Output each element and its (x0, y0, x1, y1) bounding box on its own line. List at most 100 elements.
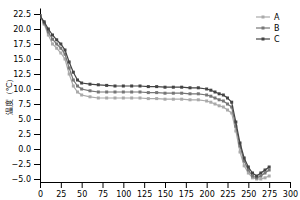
series-marker (130, 91, 133, 94)
x-tick: 125 (137, 182, 152, 199)
y-tick-label: 20.0 (13, 25, 31, 34)
series-marker (230, 101, 233, 104)
series-marker (114, 97, 117, 100)
y-axis-title: 温度（℃） (5, 75, 14, 116)
series-marker (264, 169, 267, 172)
series-marker (218, 92, 221, 95)
x-tick: 275 (262, 182, 277, 199)
series-marker (59, 52, 62, 55)
series-marker (205, 94, 208, 97)
y-tick: 7.5 (18, 100, 40, 109)
series-marker (105, 84, 108, 87)
series-marker (80, 94, 83, 97)
series-marker (72, 79, 75, 82)
series-marker (226, 109, 229, 112)
y-tick-mark (34, 44, 40, 45)
legend-item: A (256, 13, 280, 22)
y-tick: −5.0 (12, 175, 40, 184)
y-tick-label: 5.0 (18, 115, 31, 124)
x-tick-label: 125 (137, 190, 152, 199)
series-marker (64, 49, 67, 52)
y-tick-mark (34, 134, 40, 135)
series-marker (76, 91, 79, 94)
series-marker (209, 101, 212, 104)
series-marker (40, 14, 42, 17)
series-line (40, 16, 269, 179)
y-tick-mark (34, 59, 40, 60)
x-tick-mark (269, 182, 270, 188)
series-marker (197, 92, 200, 95)
series-marker (51, 34, 54, 37)
x-tick-label: 75 (98, 190, 108, 199)
series-marker (209, 95, 212, 98)
legend-marker (262, 27, 265, 30)
series-marker (264, 176, 267, 179)
y-tick: 10.0 (13, 85, 40, 94)
x-tick-mark (40, 182, 41, 188)
y-tick-label: 22.5 (13, 10, 31, 19)
series-marker (214, 91, 217, 94)
series-marker (247, 166, 250, 169)
series-marker (68, 73, 71, 76)
series-marker (97, 83, 100, 86)
series-marker (205, 88, 208, 91)
x-tick-mark (290, 182, 291, 188)
series (40, 14, 271, 177)
y-tick: −2.5 (12, 160, 40, 169)
legend-swatch (256, 16, 270, 17)
series-marker (226, 97, 229, 100)
series-marker (130, 97, 133, 100)
y-tick-mark (34, 14, 40, 15)
series-marker (251, 175, 254, 178)
plot-area (40, 14, 271, 180)
y-tick-label: 15.0 (13, 55, 31, 64)
series-marker (218, 98, 221, 101)
series-marker (189, 86, 192, 89)
series-marker (139, 85, 142, 88)
y-tick-label: 0.0 (18, 145, 31, 154)
legend: ABC (256, 13, 280, 44)
series-marker (68, 67, 71, 70)
x-tick-mark (61, 182, 62, 188)
series-marker (197, 86, 200, 89)
x-tick: 25 (56, 182, 66, 199)
series-marker (222, 100, 225, 103)
x-tick-label: 225 (220, 190, 235, 199)
series-line (40, 16, 269, 176)
series-marker (243, 157, 246, 160)
x-tick-mark (165, 182, 166, 188)
x-tick-mark (82, 182, 83, 188)
series-marker (130, 85, 133, 88)
series-marker (72, 71, 75, 74)
series-marker (209, 89, 212, 92)
series-marker (76, 85, 79, 88)
series-line (40, 16, 269, 178)
y-tick-mark (34, 164, 40, 165)
series-marker (55, 47, 58, 50)
x-tick-mark (207, 182, 208, 188)
series-marker (189, 98, 192, 101)
y-tick-mark (34, 149, 40, 150)
y-tick-mark (34, 74, 40, 75)
series-marker (147, 97, 150, 100)
series-marker (222, 106, 225, 109)
y-tick-label: 2.5 (18, 130, 31, 139)
x-tick: 100 (116, 182, 131, 199)
y-tick-mark (34, 104, 40, 105)
series-marker (268, 175, 271, 178)
y-axis-line (40, 9, 41, 183)
y-tick: 22.5 (13, 10, 40, 19)
series-marker (72, 85, 75, 88)
y-tick-label: −5.0 (12, 175, 31, 184)
series-marker (205, 100, 208, 103)
series-marker (180, 92, 183, 95)
series (40, 14, 271, 180)
series-marker (222, 94, 225, 97)
x-tick-label: 50 (77, 190, 87, 199)
y-tick: 12.5 (13, 70, 40, 79)
x-tick-mark (228, 182, 229, 188)
series-marker (55, 38, 58, 41)
x-tick-label: 300 (283, 190, 298, 199)
y-tick-mark (34, 179, 40, 180)
series-marker (259, 178, 262, 181)
